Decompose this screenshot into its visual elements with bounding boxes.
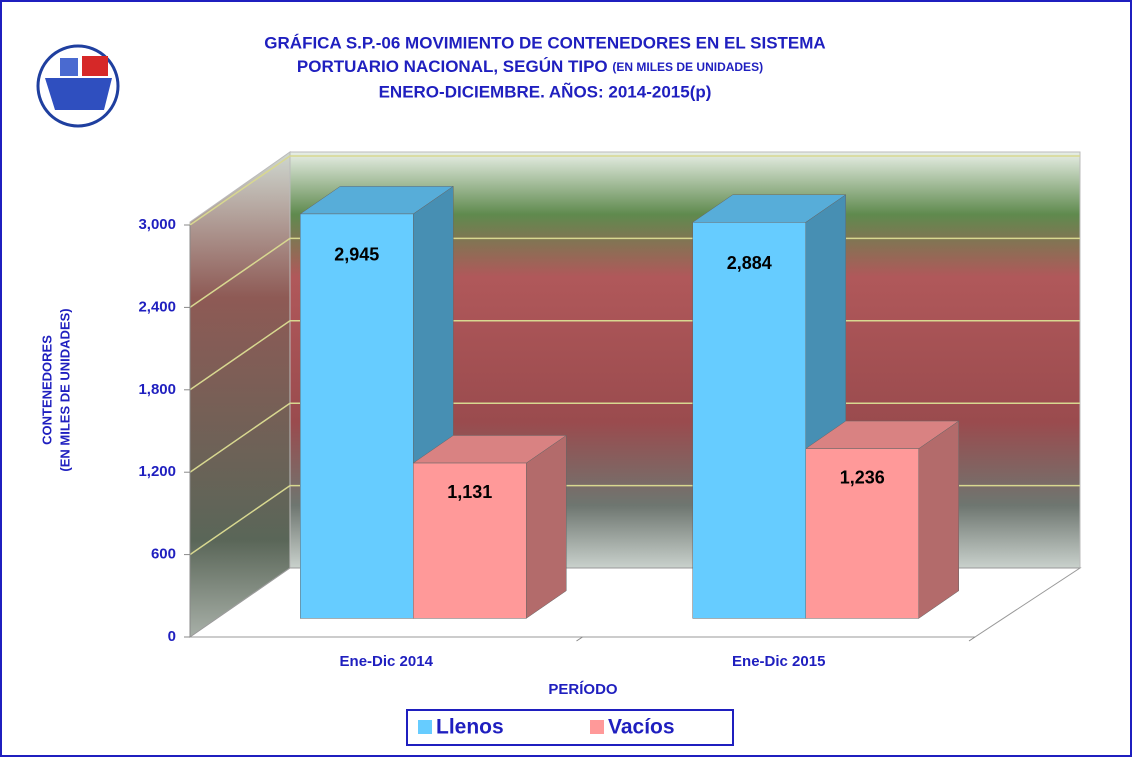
side-wall — [190, 152, 290, 637]
title-note: (EN MILES DE UNIDADES) — [612, 60, 763, 74]
legend: Llenos Vacíos — [407, 710, 733, 745]
bar — [693, 222, 806, 618]
legend-swatch — [590, 720, 604, 734]
bar-side — [526, 435, 566, 618]
y-axis-label: (EN MILES DE UNIDADES) — [57, 308, 72, 471]
title-line: ENERO-DICIEMBRE. AÑOS: 2014-2015(p) — [379, 81, 712, 101]
logo — [38, 46, 118, 126]
value-label: 2,945 — [334, 245, 379, 265]
title-line: PORTUARIO NACIONAL, SEGÚN TIPO (EN MILES… — [297, 57, 763, 76]
value-label: 2,884 — [727, 253, 772, 273]
chart: GRÁFICA S.P.-06 MOVIMIENTO DE CONTENEDOR… — [0, 0, 1132, 757]
bar-side — [919, 421, 959, 618]
y-tick-label: 600 — [151, 546, 176, 563]
y-tick-label: 2,400 — [138, 298, 176, 315]
legend-label: Vacíos — [608, 716, 675, 739]
y-axis-label: CONTENEDORES — [39, 335, 54, 445]
title-line: PORTUARIO NACIONAL, SEGÚN TIPO — [297, 57, 608, 76]
legend-label: Llenos — [436, 716, 504, 739]
x-axis-label: PERÍODO — [548, 681, 618, 698]
value-label: 1,131 — [447, 482, 492, 502]
x-tick-label: Ene-Dic 2015 — [732, 653, 825, 670]
value-label: 1,236 — [840, 467, 885, 487]
y-tick-label: 0 — [168, 628, 176, 645]
y-tick-label: 1,200 — [138, 463, 176, 480]
title-line: GRÁFICA S.P.-06 MOVIMIENTO DE CONTENEDOR… — [264, 33, 825, 52]
y-tick-label: 3,000 — [138, 216, 176, 233]
legend-swatch — [418, 720, 432, 734]
x-tick-label: Ene-Dic 2014 — [340, 653, 434, 670]
y-tick-label: 1,800 — [138, 381, 176, 398]
bar — [300, 214, 413, 618]
